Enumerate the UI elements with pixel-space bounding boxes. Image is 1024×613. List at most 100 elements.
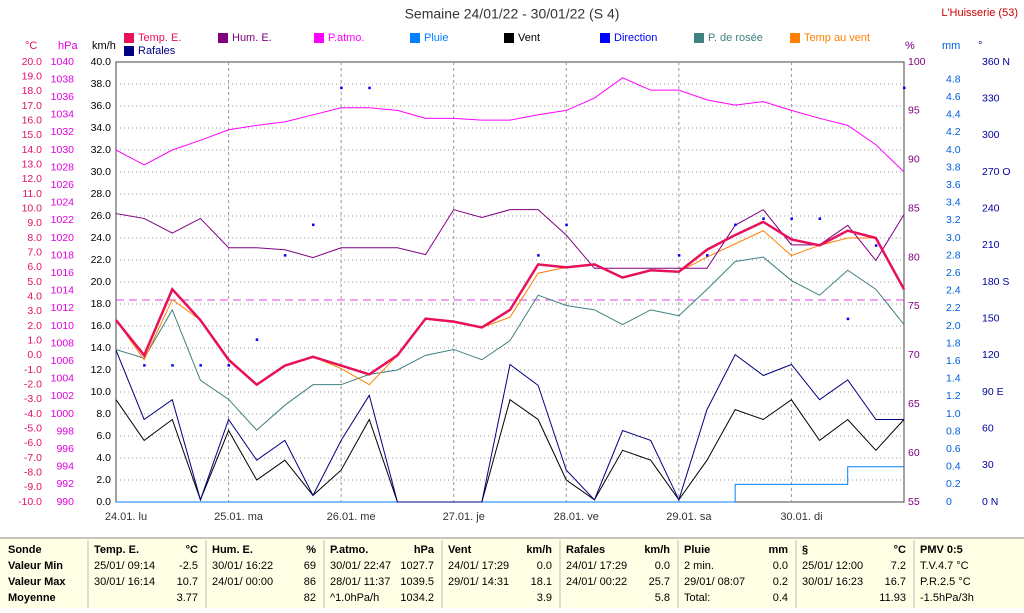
direction-dot	[790, 217, 793, 220]
y-tick-label: 998	[56, 425, 74, 437]
y-tick-label: 22.0	[91, 254, 112, 266]
y-tick-label: 1004	[51, 373, 75, 385]
direction-dot	[706, 254, 709, 257]
y-tick-label: 75	[908, 300, 920, 312]
y-tick-label: -5.0	[24, 422, 42, 434]
legend-label: P.atmo.	[328, 32, 365, 44]
table-header: Pluie	[684, 544, 710, 556]
table-cell: Valeur Max	[8, 576, 66, 588]
y-tick-label: 1012	[51, 302, 75, 314]
y-tick-label: 1000	[51, 408, 75, 420]
legend-label: Direction	[614, 32, 657, 44]
table-value: 11.93	[879, 592, 906, 604]
table-value: 0.0	[773, 560, 788, 572]
y-tick-label: 6.0	[96, 430, 111, 442]
y-tick-label: 0.8	[946, 425, 961, 437]
y-tick-label: 90	[908, 154, 920, 166]
y-tick-label: 4.6	[946, 91, 961, 103]
y-tick-label: 85	[908, 202, 920, 214]
table-cell: 25/01/ 12:00	[802, 560, 863, 572]
y-tick-label: 270 O	[982, 166, 1011, 178]
x-tick-label: 25.01. ma	[214, 511, 264, 523]
station-name: L'Huisserie (53)	[941, 7, 1018, 19]
y-tick-label: 90 E	[982, 386, 1004, 398]
y-tick-label: 300	[982, 129, 1000, 141]
y-tick-label: 1026	[51, 179, 75, 191]
direction-dot	[734, 223, 737, 227]
y-tick-label: 4.2	[946, 126, 961, 138]
y-tick-label: 36.0	[91, 100, 112, 112]
y-tick-label: 8.0	[27, 232, 42, 244]
y-tick-label: 0	[946, 496, 952, 508]
table-header: Hum. E.	[212, 544, 253, 556]
table-cell: 29/01/ 08:07	[684, 576, 745, 588]
axis-unit: %	[905, 40, 915, 52]
legend-swatch	[124, 33, 134, 43]
axis-unit: °C	[25, 40, 37, 52]
table-value: 0.4	[773, 592, 788, 604]
y-tick-label: 990	[56, 496, 74, 508]
y-tick-label: -2.0	[24, 378, 42, 390]
y-tick-label: 30.0	[91, 166, 112, 178]
direction-dot	[340, 86, 343, 90]
y-tick-label: 4.0	[27, 290, 42, 302]
y-tick-label: 4.0	[946, 144, 961, 156]
table-header: Sonde	[8, 544, 42, 556]
y-tick-label: 15.0	[22, 129, 43, 141]
y-tick-label: 9.0	[27, 217, 42, 229]
y-tick-label: 1006	[51, 355, 75, 367]
x-tick-label: 24.01. lu	[105, 511, 147, 523]
series-line	[116, 466, 904, 503]
y-tick-label: 1.8	[946, 337, 961, 349]
y-tick-label: 0.4	[946, 461, 961, 473]
y-tick-label: 0.0	[27, 349, 42, 361]
table-value: 25.7	[649, 576, 670, 588]
y-tick-label: 2.4	[946, 285, 961, 297]
legend-swatch	[600, 33, 610, 43]
direction-dot	[903, 86, 906, 90]
table-cell: -1.5hPa/3h	[920, 592, 974, 604]
y-tick-label: 1036	[51, 91, 75, 103]
direction-dot	[312, 223, 315, 227]
table-unit: hPa	[414, 544, 435, 556]
y-tick-label: 3.8	[946, 161, 961, 173]
table-value: 0.0	[537, 560, 552, 572]
axis-unit: km/h	[92, 40, 116, 52]
table-background	[0, 538, 1024, 608]
y-tick-label: 1.6	[946, 355, 961, 367]
direction-dot	[171, 364, 174, 367]
y-tick-label: 150	[982, 312, 1000, 324]
series-line	[115, 398, 905, 503]
table-cell: Moyenne	[8, 592, 56, 604]
y-tick-label: 17.0	[22, 100, 43, 112]
direction-dot	[818, 217, 822, 220]
y-tick-label: 3.0	[946, 232, 961, 244]
table-value: 1039.5	[400, 576, 434, 588]
y-tick-label: 6.0	[27, 261, 42, 273]
direction-dot	[283, 254, 287, 257]
y-tick-label: 30	[982, 459, 994, 471]
y-tick-label: 1034	[51, 109, 75, 121]
direction-dot	[537, 254, 540, 257]
legend-label: P. de rosée	[708, 32, 763, 44]
legend-label: Hum. E.	[232, 32, 272, 44]
direction-dot	[565, 223, 568, 227]
y-tick-label: 1030	[51, 144, 75, 156]
y-tick-label: 1018	[51, 249, 75, 261]
y-tick-label: 3.6	[946, 179, 961, 191]
y-tick-label: 13.0	[22, 158, 43, 170]
y-tick-label: 180 S	[982, 276, 1009, 288]
y-tick-label: 1.2	[946, 390, 961, 402]
y-tick-label: 100	[908, 56, 926, 68]
table-cell: 24/01/ 00:00	[212, 576, 273, 588]
y-tick-label: -10.0	[18, 496, 42, 508]
y-tick-label: 16.0	[91, 320, 112, 332]
table-value: 3.9	[537, 592, 552, 604]
legend-swatch	[504, 33, 514, 43]
y-tick-label: -9.0	[24, 481, 42, 493]
y-tick-label: 19.0	[22, 70, 43, 82]
y-tick-label: 11.0	[22, 188, 42, 200]
table-header: Temp. E.	[94, 544, 139, 556]
table-header: Vent	[448, 544, 472, 556]
table-cell: 30/01/ 22:47	[330, 560, 391, 572]
